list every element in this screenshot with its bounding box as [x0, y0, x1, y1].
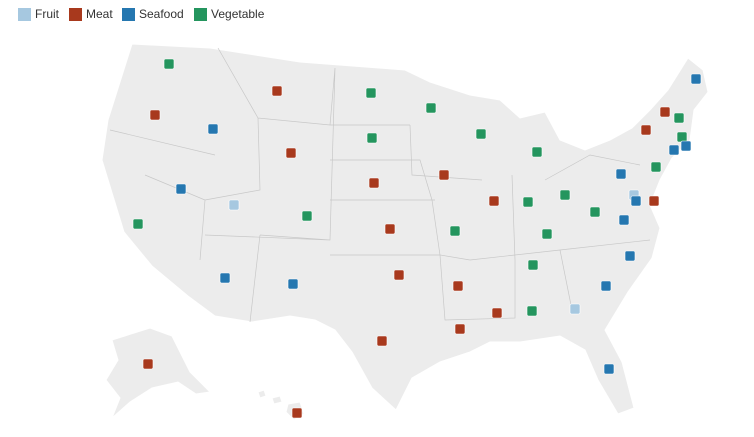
state-marker[interactable]: [522, 196, 534, 208]
state-marker[interactable]: [301, 210, 313, 222]
state-marker[interactable]: [659, 106, 671, 118]
state-marker[interactable]: [648, 195, 660, 207]
legend-label: Meat: [86, 7, 113, 21]
state-marker[interactable]: [600, 280, 612, 292]
state-marker[interactable]: [569, 303, 581, 315]
state-marker[interactable]: [640, 124, 652, 136]
state-marker[interactable]: [365, 87, 377, 99]
state-marker[interactable]: [526, 305, 538, 317]
state-marker[interactable]: [384, 223, 396, 235]
state-marker[interactable]: [163, 58, 175, 70]
state-marker[interactable]: [559, 189, 571, 201]
markers: [132, 58, 702, 419]
legend-item[interactable]: Meat: [69, 7, 113, 21]
state-marker[interactable]: [438, 169, 450, 181]
state-marker[interactable]: [425, 102, 437, 114]
state-marker[interactable]: [449, 225, 461, 237]
state-marker[interactable]: [690, 73, 702, 85]
state-marker[interactable]: [376, 335, 388, 347]
legend-swatch: [18, 8, 31, 21]
contiguous-us: [101, 43, 709, 415]
legend-label: Vegetable: [211, 7, 265, 21]
state-marker[interactable]: [132, 218, 144, 230]
land: [101, 43, 709, 421]
state-marker[interactable]: [541, 228, 553, 240]
state-marker[interactable]: [668, 144, 680, 156]
state-borders: [109, 47, 651, 323]
state-marker[interactable]: [618, 214, 630, 226]
state-marker[interactable]: [149, 109, 161, 121]
state-marker[interactable]: [615, 168, 627, 180]
state-marker[interactable]: [175, 183, 187, 195]
state-marker[interactable]: [285, 147, 297, 159]
legend-swatch: [69, 8, 82, 21]
state-marker[interactable]: [366, 132, 378, 144]
state-marker[interactable]: [452, 280, 464, 292]
legend-label: Seafood: [139, 7, 184, 21]
state-marker[interactable]: [589, 206, 601, 218]
legend-label: Fruit: [35, 7, 60, 21]
state-marker[interactable]: [603, 363, 615, 375]
state-marker[interactable]: [271, 85, 283, 97]
state-marker[interactable]: [475, 128, 487, 140]
state-marker[interactable]: [393, 269, 405, 281]
state-marker[interactable]: [624, 250, 636, 262]
state-marker[interactable]: [228, 199, 240, 211]
state-marker[interactable]: [676, 131, 688, 143]
state-marker[interactable]: [531, 146, 543, 158]
alaska: [105, 327, 212, 419]
legend-item[interactable]: Fruit: [18, 7, 60, 21]
state-marker[interactable]: [291, 407, 303, 419]
legend-swatch: [194, 8, 207, 21]
state-marker[interactable]: [630, 195, 642, 207]
state-marker[interactable]: [527, 259, 539, 271]
state-marker[interactable]: [368, 177, 380, 189]
state-marker[interactable]: [650, 161, 662, 173]
state-marker[interactable]: [454, 323, 466, 335]
state-marker[interactable]: [673, 112, 685, 124]
state-marker[interactable]: [219, 272, 231, 284]
state-marker[interactable]: [142, 358, 154, 370]
state-marker[interactable]: [680, 140, 692, 152]
state-marker[interactable]: [207, 123, 219, 135]
legend-item[interactable]: Vegetable: [194, 7, 265, 21]
legend: Fruit Meat Seafood Vegetable: [18, 7, 265, 21]
state-marker[interactable]: [491, 307, 503, 319]
state-marker[interactable]: [488, 195, 500, 207]
legend-swatch: [122, 8, 135, 21]
legend-item[interactable]: Seafood: [122, 7, 184, 21]
state-marker[interactable]: [287, 278, 299, 290]
